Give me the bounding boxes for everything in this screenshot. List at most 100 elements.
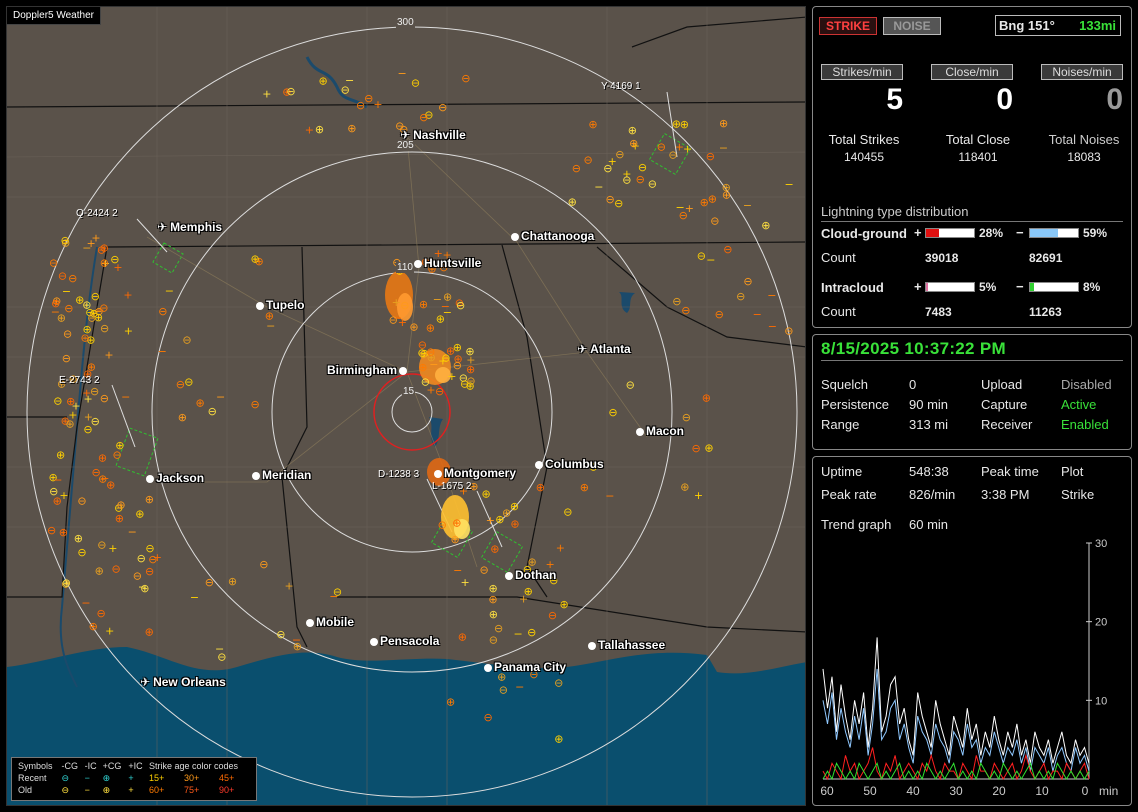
strike-symbol: ⊖: [697, 249, 706, 262]
strike-symbol: ⊖: [49, 256, 58, 269]
city-mobile[interactable]: Mobile: [306, 615, 354, 629]
city-new-orleans[interactable]: ✈ New Orleans: [140, 675, 226, 689]
city-montgomery[interactable]: Montgomery: [434, 466, 516, 480]
strike-symbol: +: [683, 143, 692, 156]
strike-symbol: ⊕: [482, 488, 491, 501]
strike-symbol: ⊖: [114, 502, 123, 515]
city-dot-icon: [414, 260, 422, 268]
strike-symbol: ⊖: [68, 272, 77, 285]
strike-symbol: −: [81, 597, 90, 610]
trend-series-line-0: [822, 637, 1090, 765]
persistence-label: Persistence: [821, 397, 889, 412]
strike-symbol: +: [285, 579, 294, 592]
strike-symbol: ⊕: [53, 494, 62, 507]
cloud-ground-label: Cloud-ground: [821, 226, 907, 241]
receiver-status[interactable]: Enabled: [1061, 417, 1109, 432]
strike-symbol: +: [631, 140, 640, 153]
city-memphis[interactable]: ✈ Memphis: [157, 220, 223, 234]
strike-symbol: ⊕: [568, 195, 577, 208]
capture-status[interactable]: Active: [1061, 397, 1097, 412]
persistence-value[interactable]: 90 min: [909, 397, 949, 412]
city-jackson[interactable]: Jackson: [146, 471, 204, 485]
close-range-ring: [373, 373, 451, 451]
city-nashville[interactable]: ✈ Nashville: [400, 128, 466, 142]
strike-symbol: ⊕: [672, 118, 681, 131]
city-chattanooga[interactable]: Chattanooga: [511, 229, 594, 243]
strike-symbol: ⊕: [489, 582, 498, 595]
strike-symbol: ⊕: [704, 442, 713, 455]
city-panama-city[interactable]: Panama City: [484, 660, 566, 674]
strike-symbol: ⊕: [83, 367, 92, 380]
storm-label[interactable]: E-2743 2: [59, 375, 100, 386]
cg-positive-pct: 28%: [979, 226, 1004, 240]
strike-symbol: ⊖: [460, 377, 469, 390]
strike-symbol: ⊕: [100, 256, 109, 269]
x-tick-label: 20: [992, 784, 1006, 798]
storm-label[interactable]: Y-4169 1: [601, 81, 641, 92]
lightning-map[interactable]: ⊕ ⊕ ⊖ ⊕ + ⊕ ⊕ ⊕ ⊕ ⊖ ⊕ ⊕ − ⊖ − + + ⊖ ⊕ − + ⊖ + ⊕ + ⊕ ⊖ ⊖ ⊖ ⊖ + ⊕ ⊖ ⊖ ⊖ ⊕ + ⊖ − ⊕…: [6, 6, 806, 806]
noises-per-min-button[interactable]: Noises/min: [1041, 64, 1123, 80]
strike-symbol: ⊖: [63, 327, 72, 340]
symbol-legend: Symbols -CG -IC +CG +IC Strike age color…: [11, 757, 257, 801]
trend-window-value[interactable]: 60 min: [909, 517, 949, 532]
city-atlanta[interactable]: ✈ Atlanta: [577, 342, 631, 356]
capture-label: Capture: [981, 397, 1028, 412]
strike-symbol: ⊖: [441, 352, 450, 365]
city-dothan[interactable]: Dothan: [505, 568, 556, 582]
strike-symbol: ⊖: [77, 495, 86, 508]
strike-symbol: ⊖: [648, 178, 657, 191]
city-birmingham[interactable]: Birmingham: [327, 363, 408, 377]
strike-symbol: ⊖: [85, 306, 94, 319]
y-tick-label: 30: [1095, 539, 1107, 550]
strike-symbol: ⊕: [489, 608, 498, 621]
strike-symbol: ⊕: [451, 533, 460, 546]
legend-header: +IC: [128, 761, 143, 771]
upload-status[interactable]: Disabled: [1061, 377, 1112, 392]
city-pensacola[interactable]: Pensacola: [370, 634, 439, 648]
storm-label[interactable]: Q-2424 2: [76, 208, 118, 219]
strike-symbol: ⊖: [399, 123, 408, 136]
plus-sign: +: [914, 279, 922, 294]
strike-symbol: +: [459, 484, 468, 497]
city-tupelo[interactable]: Tupelo: [256, 298, 304, 312]
city-macon[interactable]: Macon: [636, 424, 684, 438]
strike-symbol: ⊖: [356, 99, 365, 112]
strike-cluster-montgomery: [427, 458, 470, 539]
strikes-per-min-button[interactable]: Strikes/min: [821, 64, 903, 80]
strike-symbol: ⊖: [184, 375, 193, 388]
noise-button[interactable]: NOISE: [883, 17, 941, 35]
strike-symbol: ⊖: [418, 339, 427, 352]
strike-symbol: ⊖: [137, 552, 146, 565]
strike-symbol: ⊕: [347, 122, 356, 135]
city-columbus[interactable]: Columbus: [535, 457, 604, 471]
river: [59, 246, 98, 688]
range-value[interactable]: 313 mi: [909, 417, 949, 432]
strike-symbol: ⊖: [90, 385, 99, 398]
strike-symbol: ⊖: [480, 564, 489, 577]
close-per-min-button[interactable]: Close/min: [931, 64, 1013, 80]
city-dot-icon: [306, 619, 314, 627]
strike-symbol: ⊕: [427, 351, 436, 364]
strike-symbol: ⊕: [702, 392, 711, 405]
divider: [821, 221, 1123, 222]
strike-symbol: ⊕: [282, 86, 291, 99]
strike-symbol: ⊕: [453, 341, 462, 354]
strike-symbol: ⊕: [420, 347, 429, 360]
strike-symbol: ⊖: [77, 546, 86, 559]
strike-symbol: −: [719, 141, 728, 154]
storm-label[interactable]: D-1238 3: [378, 469, 420, 480]
squelch-value[interactable]: 0: [909, 377, 917, 392]
ic-positive-pct: 5%: [979, 280, 997, 294]
storm-label[interactable]: L-1675 2: [432, 481, 472, 492]
strike-symbol: +: [87, 237, 96, 250]
city-huntsville[interactable]: Huntsville: [414, 256, 481, 270]
strike-button[interactable]: STRIKE: [819, 17, 877, 35]
city-meridian[interactable]: Meridian: [252, 468, 311, 482]
ic-positive-bar: [925, 282, 975, 292]
strike-symbol: −: [429, 258, 438, 271]
city-tallahassee[interactable]: Tallahassee: [588, 638, 665, 652]
strike-symbol: +: [438, 354, 447, 367]
city-dot-icon: [399, 367, 408, 375]
strike-symbol: +: [71, 400, 80, 413]
plot-value[interactable]: Strike: [1061, 487, 1095, 502]
